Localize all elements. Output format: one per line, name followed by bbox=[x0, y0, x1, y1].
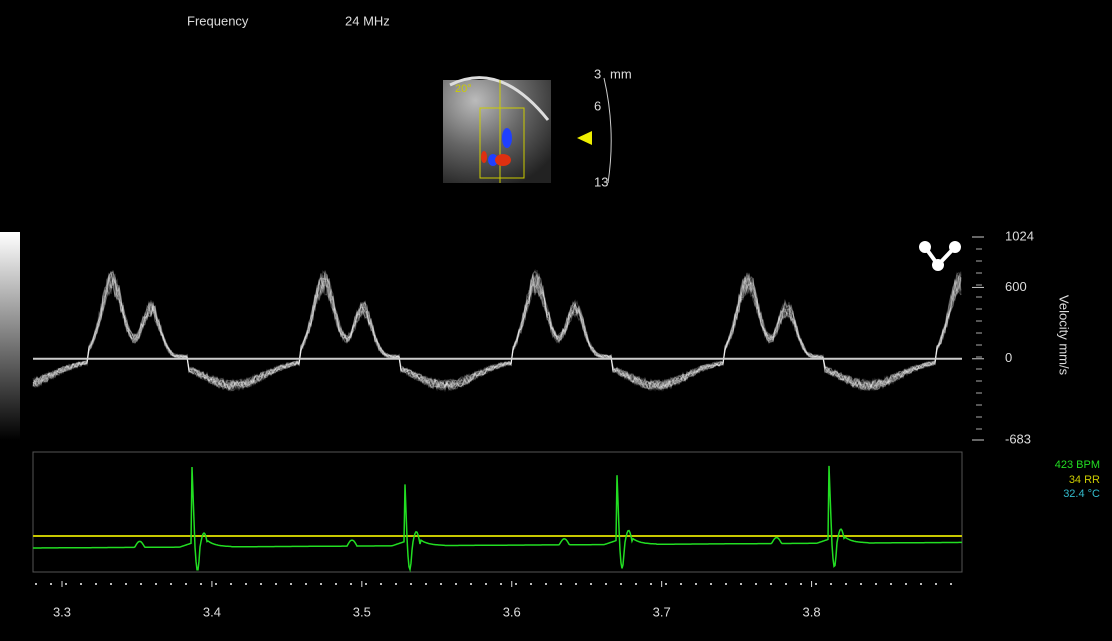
x-minor-tick bbox=[335, 583, 337, 585]
x-minor-tick bbox=[425, 583, 427, 585]
x-minor-tick bbox=[485, 583, 487, 585]
x-minor-tick bbox=[35, 583, 37, 585]
flow-red bbox=[495, 154, 511, 166]
depth-label: 6 bbox=[594, 98, 601, 113]
page: Frequency 24 MHz 20° 3 mm 6 13 Velocity … bbox=[0, 0, 1112, 641]
x-minor-tick bbox=[950, 583, 952, 585]
b-mode-image bbox=[443, 80, 551, 183]
x-tick-label: 3.6 bbox=[503, 604, 521, 619]
x-minor-tick bbox=[905, 583, 907, 585]
x-minor-tick bbox=[155, 583, 157, 585]
ecg-panel bbox=[33, 452, 962, 572]
x-minor-tick bbox=[395, 583, 397, 585]
x-minor-tick bbox=[710, 583, 712, 585]
x-minor-tick bbox=[695, 583, 697, 585]
heart-rate: 423 BPM bbox=[1055, 459, 1100, 471]
x-minor-tick bbox=[380, 583, 382, 585]
x-minor-tick bbox=[605, 583, 607, 585]
x-minor-tick bbox=[275, 583, 277, 585]
x-minor-tick bbox=[290, 583, 292, 585]
x-minor-tick bbox=[590, 583, 592, 585]
x-minor-tick bbox=[140, 583, 142, 585]
x-minor-tick bbox=[830, 583, 832, 585]
x-minor-tick bbox=[245, 583, 247, 585]
x-minor-tick bbox=[185, 583, 187, 585]
x-tick-label: 3.4 bbox=[203, 604, 221, 619]
respiration-rate: 34 RR bbox=[1069, 474, 1100, 486]
y-tick-label: 0 bbox=[1005, 350, 1012, 365]
x-minor-tick bbox=[365, 583, 367, 585]
x-tick-label: 3.7 bbox=[653, 604, 671, 619]
depth-label: 13 bbox=[594, 174, 608, 189]
x-minor-tick bbox=[515, 583, 517, 585]
x-minor-tick bbox=[110, 583, 112, 585]
x-minor-tick bbox=[545, 583, 547, 585]
flow-red bbox=[481, 151, 487, 163]
x-minor-tick bbox=[470, 583, 472, 585]
x-minor-tick bbox=[305, 583, 307, 585]
x-minor-tick bbox=[815, 583, 817, 585]
y-tick-label: 600 bbox=[1005, 279, 1027, 294]
screen: Frequency 24 MHz 20° 3 mm 6 13 Velocity … bbox=[0, 0, 1112, 641]
x-minor-tick bbox=[530, 583, 532, 585]
x-minor-tick bbox=[620, 583, 622, 585]
temperature: 32.4 °C bbox=[1063, 488, 1100, 500]
frequency-value: 24 MHz bbox=[345, 13, 390, 28]
x-minor-tick bbox=[230, 583, 232, 585]
x-minor-tick bbox=[800, 583, 802, 585]
x-minor-tick bbox=[320, 583, 322, 585]
x-minor-tick bbox=[260, 583, 262, 585]
x-minor-tick bbox=[95, 583, 97, 585]
x-tick-label: 3.5 bbox=[353, 604, 371, 619]
x-minor-tick bbox=[725, 583, 727, 585]
x-minor-tick bbox=[350, 583, 352, 585]
y-tick-label: 1024 bbox=[1005, 228, 1034, 243]
angle: 20° bbox=[455, 83, 472, 95]
x-minor-tick bbox=[650, 583, 652, 585]
x-minor-tick bbox=[170, 583, 172, 585]
x-minor-tick bbox=[785, 583, 787, 585]
x-minor-tick bbox=[500, 583, 502, 585]
depth-label: 3 bbox=[594, 66, 601, 81]
flow-blue bbox=[502, 128, 512, 148]
x-minor-tick bbox=[920, 583, 922, 585]
x-minor-tick bbox=[935, 583, 937, 585]
frequency-label: Frequency bbox=[187, 13, 249, 28]
x-minor-tick bbox=[845, 583, 847, 585]
x-minor-tick bbox=[560, 583, 562, 585]
x-minor-tick bbox=[50, 583, 52, 585]
x-minor-tick bbox=[860, 583, 862, 585]
x-minor-tick bbox=[890, 583, 892, 585]
x-minor-tick bbox=[440, 583, 442, 585]
x-minor-tick bbox=[635, 583, 637, 585]
x-minor-tick bbox=[200, 583, 202, 585]
x-tick-label: 3.3 bbox=[53, 604, 71, 619]
depth-unit: mm bbox=[610, 66, 632, 81]
gray-scale-bar bbox=[0, 232, 20, 440]
x-minor-tick bbox=[125, 583, 127, 585]
x-minor-tick bbox=[770, 583, 772, 585]
x-minor-tick bbox=[665, 583, 667, 585]
x-minor-tick bbox=[410, 583, 412, 585]
x-minor-tick bbox=[80, 583, 82, 585]
x-tick-label: 3.8 bbox=[803, 604, 821, 619]
x-minor-tick bbox=[740, 583, 742, 585]
x-minor-tick bbox=[455, 583, 457, 585]
x-minor-tick bbox=[875, 583, 877, 585]
x-minor-tick bbox=[680, 583, 682, 585]
x-minor-tick bbox=[575, 583, 577, 585]
x-minor-tick bbox=[755, 583, 757, 585]
y-axis-label: Velocity mm/s bbox=[1057, 295, 1072, 376]
y-tick-label: -683 bbox=[1005, 431, 1031, 446]
x-minor-tick bbox=[215, 583, 217, 585]
x-minor-tick bbox=[65, 583, 67, 585]
